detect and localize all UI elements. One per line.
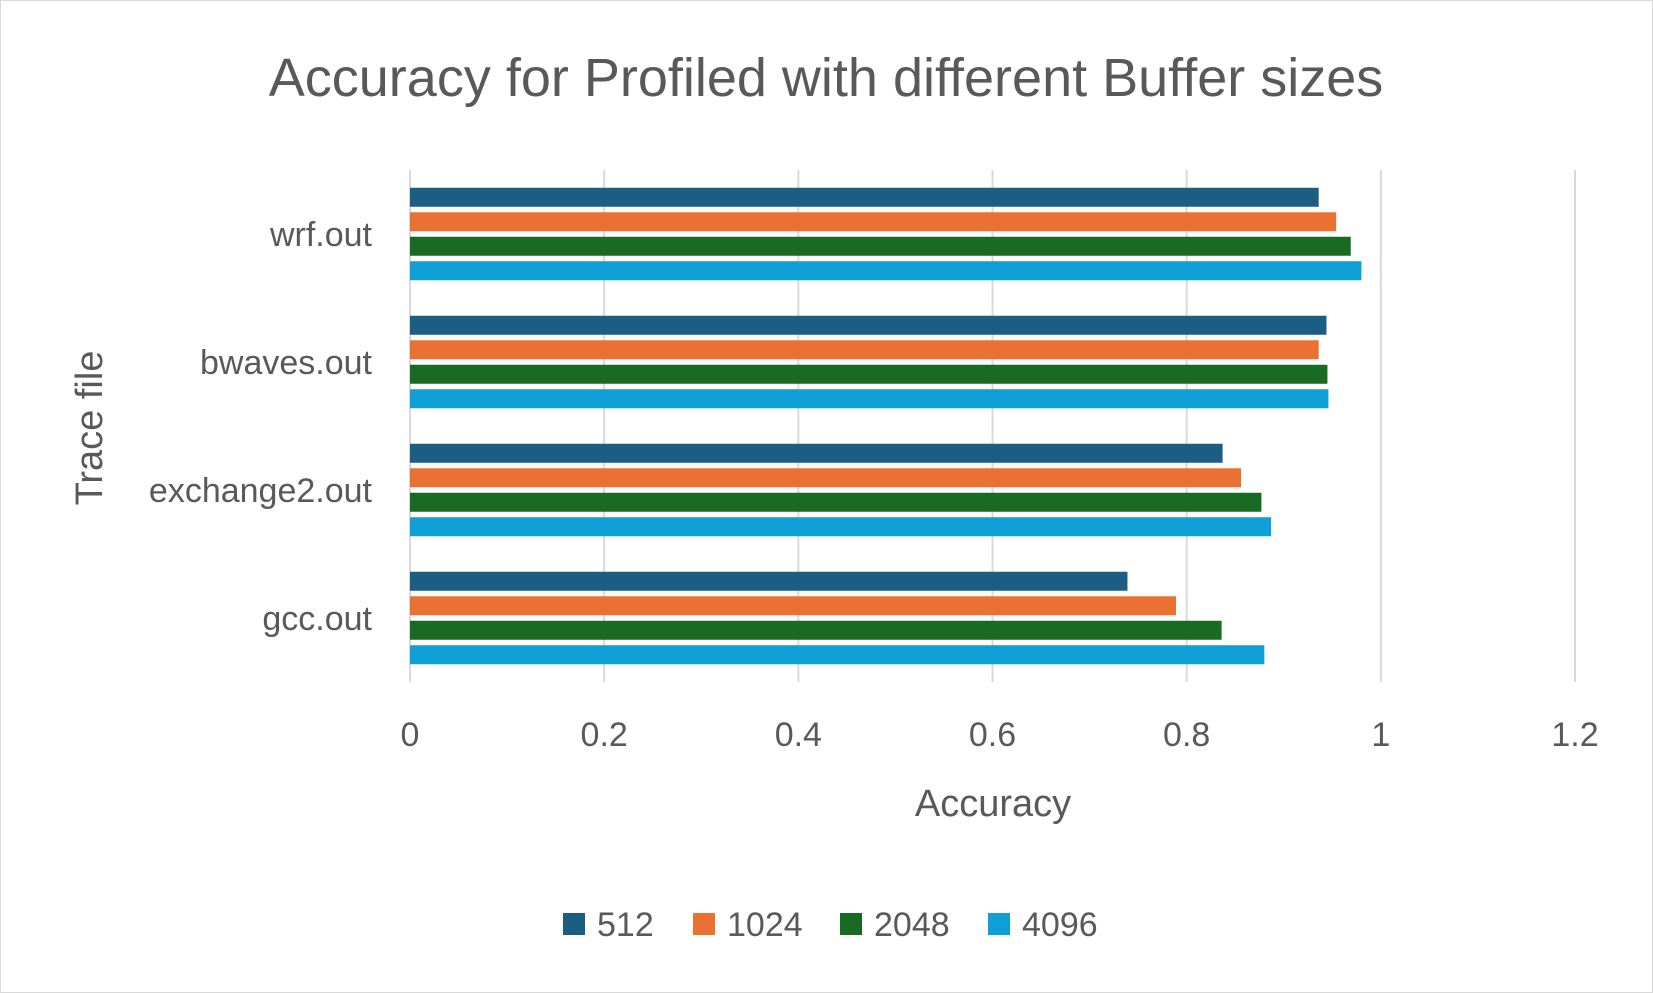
x-tick-label: 1.2 bbox=[1551, 716, 1598, 754]
bar-2048-gcc-out bbox=[410, 620, 1222, 640]
bar-4096-bwaves-out bbox=[410, 389, 1329, 409]
bar-512-exchange2-out bbox=[410, 443, 1223, 463]
bar-4096-exchange2-out bbox=[410, 517, 1272, 537]
category-label: exchange2.out bbox=[149, 472, 373, 510]
bar-1024-bwaves-out bbox=[410, 340, 1319, 360]
x-axis-title: Accuracy bbox=[915, 783, 1071, 825]
bar-512-bwaves-out bbox=[410, 315, 1327, 335]
category-label: bwaves.out bbox=[200, 344, 373, 382]
bar-2048-wrf-out bbox=[410, 236, 1351, 256]
legend-swatch bbox=[693, 913, 715, 935]
bars bbox=[410, 187, 1362, 665]
x-tick-labels: 0 0.2 0.4 0.6 0.8 1 1.2 bbox=[401, 716, 1599, 754]
legend-label: 512 bbox=[597, 906, 654, 944]
legend: 512 1024 2048 4096 bbox=[563, 906, 1098, 944]
bar-1024-exchange2-out bbox=[410, 468, 1242, 488]
bar-512-wrf-out bbox=[410, 187, 1319, 207]
category-labels: gcc.out exchange2.out bwaves.out wrf.out bbox=[149, 216, 373, 638]
legend-label: 2048 bbox=[874, 906, 950, 944]
x-tick-label: 0.4 bbox=[775, 716, 822, 754]
bar-4096-wrf-out bbox=[410, 261, 1362, 281]
y-axis-title: Trace file bbox=[69, 351, 111, 506]
x-tick-label: 0.6 bbox=[969, 716, 1016, 754]
bar-2048-exchange2-out bbox=[410, 492, 1262, 512]
bar-1024-gcc-out bbox=[410, 596, 1176, 616]
bar-1024-wrf-out bbox=[410, 212, 1337, 232]
legend-swatch bbox=[840, 913, 862, 935]
category-label: wrf.out bbox=[269, 216, 373, 254]
x-tick-label: 0.2 bbox=[581, 716, 628, 754]
legend-label: 4096 bbox=[1022, 906, 1098, 944]
x-tick-label: 1 bbox=[1371, 716, 1390, 754]
bar-4096-gcc-out bbox=[410, 645, 1265, 665]
chart-title: Accuracy for Profiled with different Buf… bbox=[269, 48, 1384, 108]
bar-2048-bwaves-out bbox=[410, 364, 1328, 384]
category-label: gcc.out bbox=[262, 600, 372, 638]
legend-swatch bbox=[563, 913, 585, 935]
legend-label: 1024 bbox=[727, 906, 803, 944]
x-tick-label: 0 bbox=[401, 716, 420, 754]
legend-swatch bbox=[988, 913, 1010, 935]
bar-512-gcc-out bbox=[410, 571, 1128, 591]
x-tick-label: 0.8 bbox=[1163, 716, 1210, 754]
